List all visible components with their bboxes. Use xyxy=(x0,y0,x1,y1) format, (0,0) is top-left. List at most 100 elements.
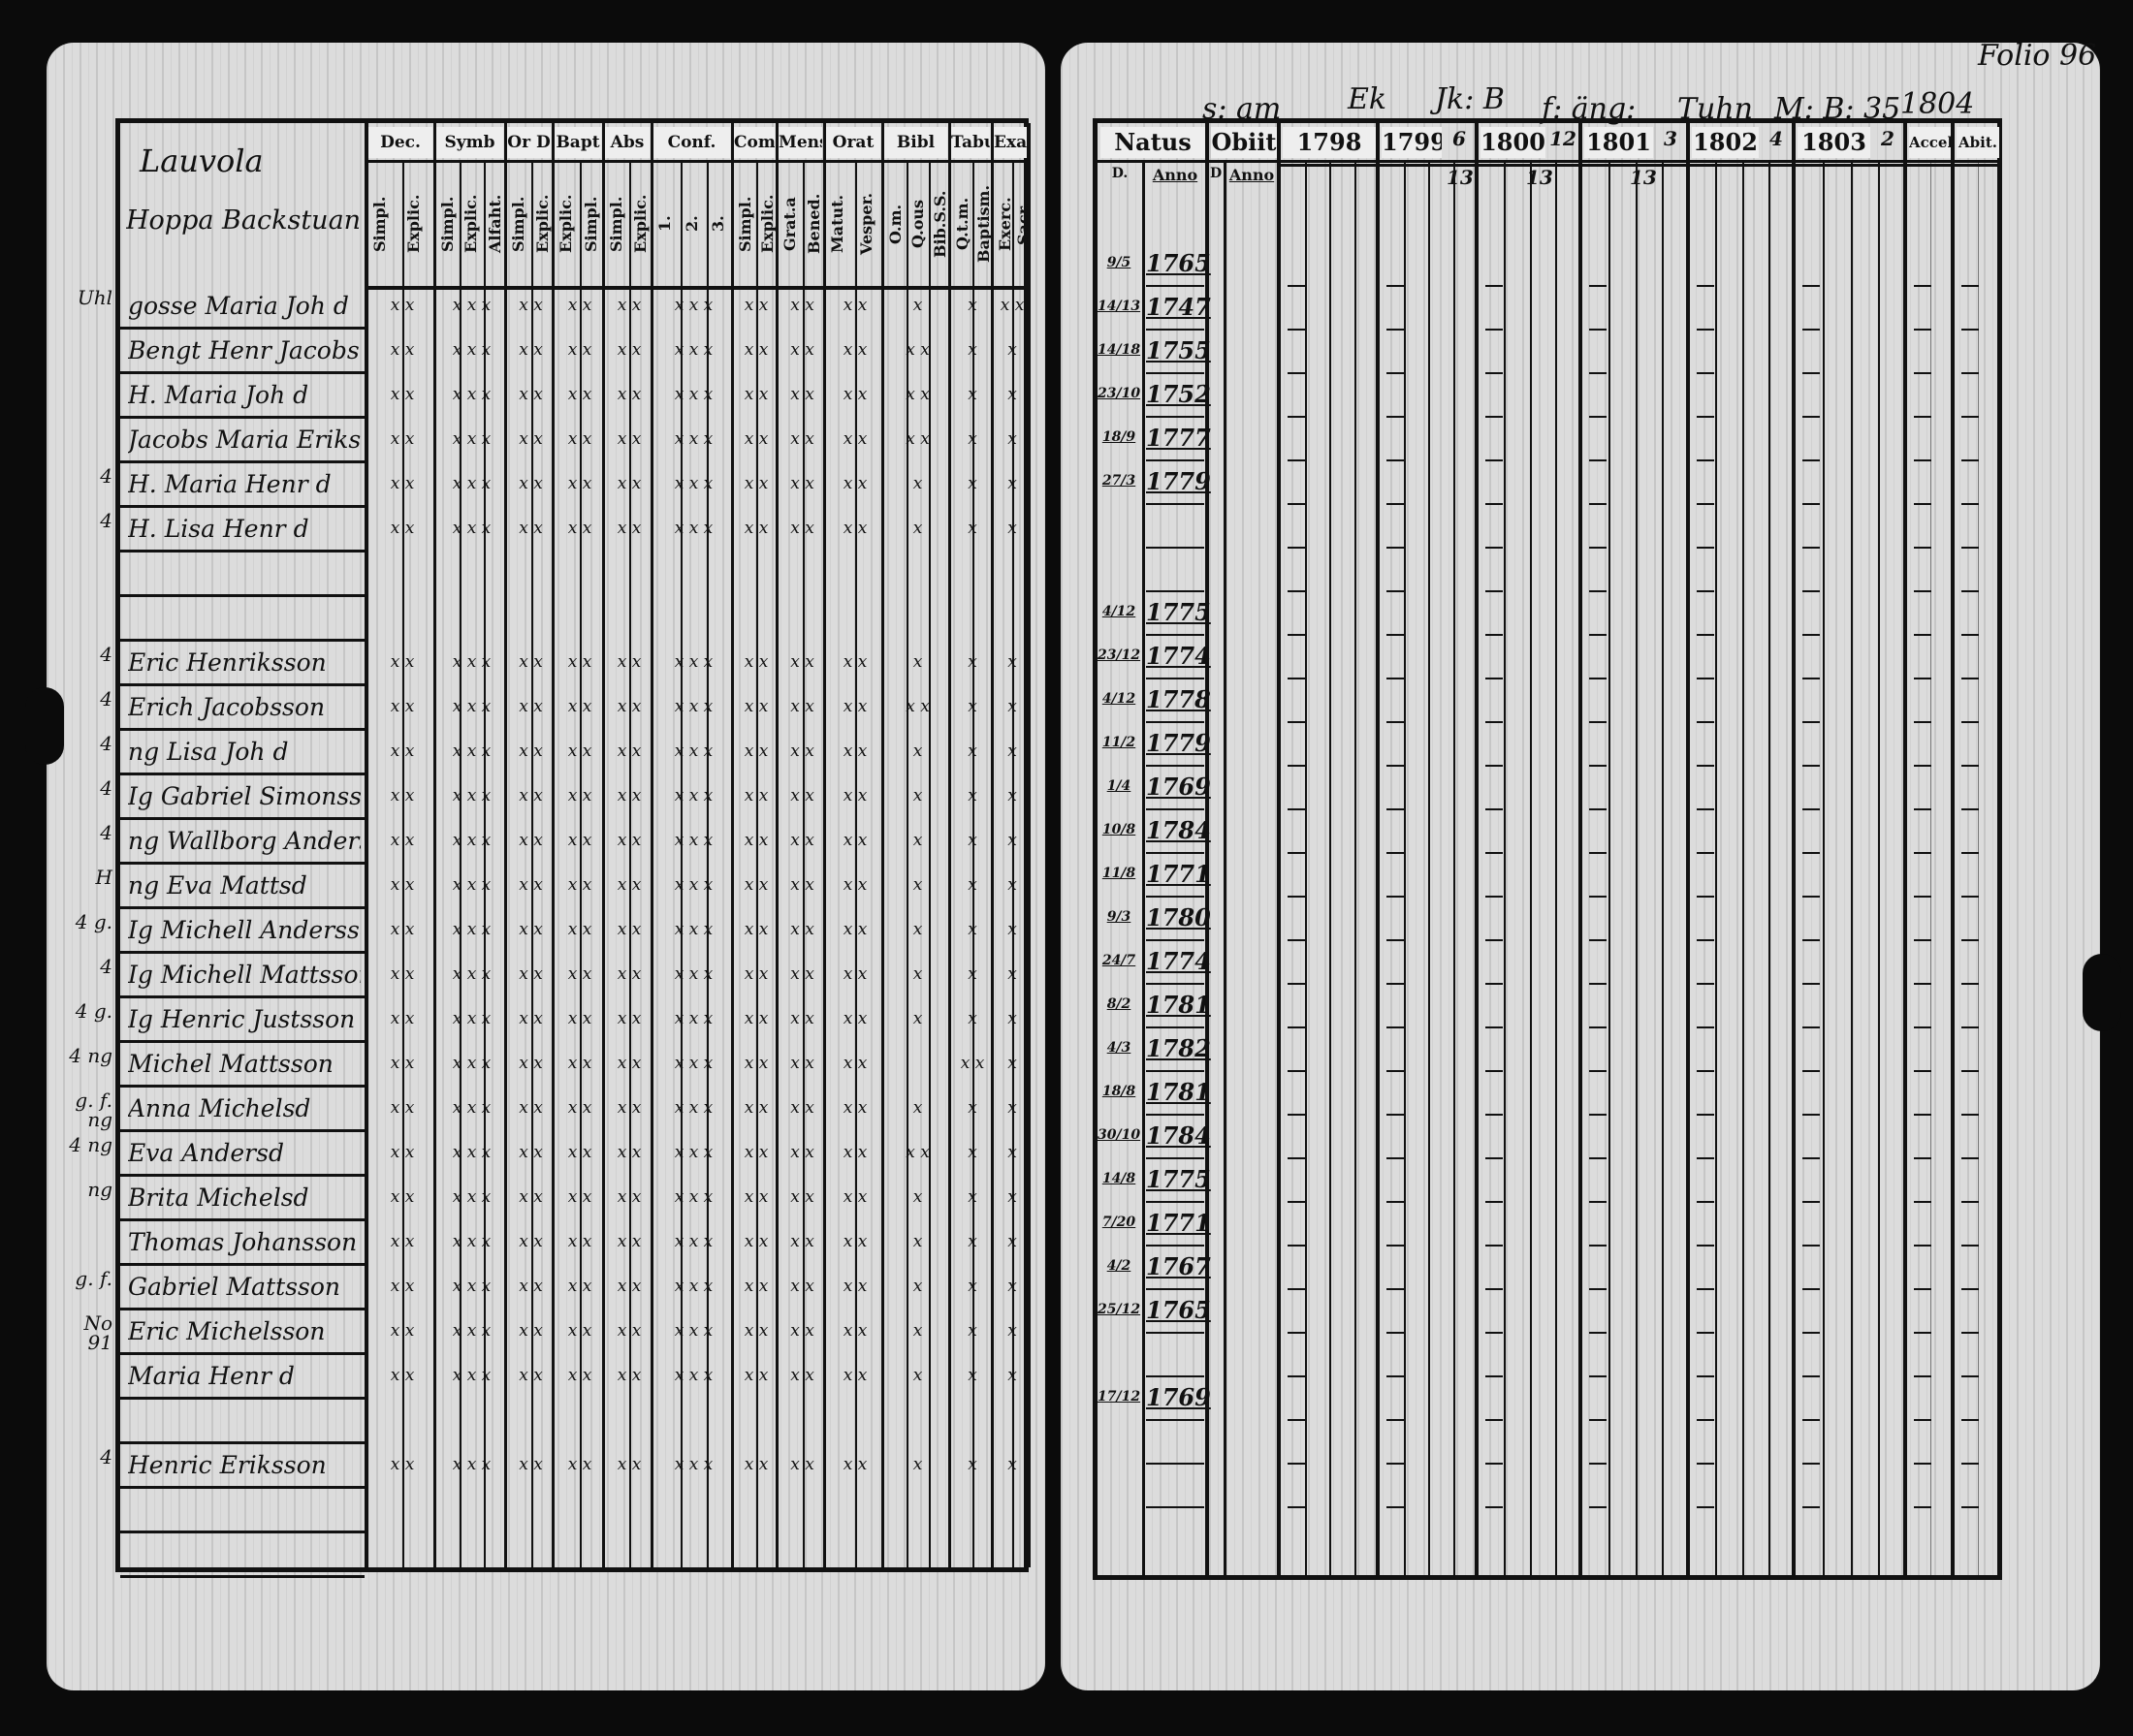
birth-day: 7/20 xyxy=(1101,1215,1136,1230)
binding-notch xyxy=(2083,954,2121,1031)
birth-day: 4/12 xyxy=(1101,691,1136,707)
mark: x x x xyxy=(452,1321,492,1341)
mark: x x xyxy=(519,786,543,805)
mark: x x xyxy=(790,429,814,449)
row-tick xyxy=(1961,1026,1979,1028)
row-tick xyxy=(1146,1070,1204,1072)
subcolumn-header: 1. xyxy=(655,215,674,233)
row-tick xyxy=(1146,1375,1204,1377)
row-tick xyxy=(1485,1288,1503,1290)
mark: x x xyxy=(519,1143,543,1162)
mark: x x xyxy=(519,964,543,984)
row-tick xyxy=(1485,939,1503,941)
row-tick xyxy=(1288,1506,1305,1508)
mark: x x xyxy=(843,474,868,493)
column-rule xyxy=(1903,123,1907,1575)
row-tick xyxy=(1697,1332,1714,1334)
mark: x x x xyxy=(674,1277,714,1296)
row-tick xyxy=(1961,896,1979,898)
row-tick xyxy=(1288,896,1305,898)
birth-year: 1769 xyxy=(1146,1383,1211,1411)
row-tick xyxy=(1485,1419,1503,1421)
row-tick xyxy=(1961,721,1979,723)
row-tick xyxy=(1589,590,1607,592)
row-tick xyxy=(1485,1070,1503,1072)
mark: x x xyxy=(843,920,868,939)
group-header: Com D xyxy=(734,127,775,158)
row-tick xyxy=(1386,808,1404,810)
mark: x x xyxy=(390,1321,415,1341)
row-rule xyxy=(120,862,365,865)
top-note: Tuhn xyxy=(1677,92,1753,126)
mark: x x xyxy=(567,1232,592,1251)
column-rule xyxy=(1376,123,1380,1575)
row-tick xyxy=(1386,547,1404,549)
row-tick xyxy=(1288,590,1305,592)
row-rule xyxy=(120,371,365,374)
person-name: H. Maria Joh d xyxy=(128,381,309,409)
row-tick xyxy=(1146,1288,1204,1290)
row-tick xyxy=(1589,983,1607,985)
mark: x x x xyxy=(452,519,492,538)
row-tick xyxy=(1485,503,1503,505)
person-name: Erich Jacobsson xyxy=(128,693,326,721)
mark: x xyxy=(968,964,977,984)
row-tick xyxy=(1914,1070,1931,1072)
mark: x x xyxy=(790,742,814,761)
mark: x x xyxy=(843,385,868,404)
mark: x x xyxy=(390,1054,415,1073)
subcolumn-rule xyxy=(1329,160,1331,1575)
row-tick xyxy=(1802,1375,1820,1377)
birth-year: 1752 xyxy=(1146,380,1211,408)
top-note: Ek xyxy=(1348,82,1387,116)
birth-year: 1778 xyxy=(1146,685,1211,713)
mark: x xyxy=(968,875,977,895)
row-tick xyxy=(1485,372,1503,374)
mark: x x xyxy=(906,1143,930,1162)
column-header: 1800 xyxy=(1480,127,1545,158)
row-tick xyxy=(1914,634,1931,636)
row-tick xyxy=(1288,1157,1305,1159)
row-tick xyxy=(1697,590,1714,592)
row-rule xyxy=(120,550,365,552)
row-rule xyxy=(120,594,365,597)
mark: x xyxy=(968,652,977,672)
mark: x x xyxy=(617,474,642,493)
mark: x xyxy=(1007,340,1017,360)
row-rule xyxy=(120,1129,365,1132)
row-tick xyxy=(1961,372,1979,374)
subcolumn-rule xyxy=(1850,160,1853,1575)
birth-year: 1777 xyxy=(1146,424,1211,452)
group-header: Or D xyxy=(507,127,551,158)
row-rule xyxy=(120,906,365,909)
row-tick xyxy=(1914,765,1931,767)
birth-year: 1775 xyxy=(1146,1165,1211,1193)
mark: x xyxy=(968,1321,977,1341)
subcolumn-rule xyxy=(1503,160,1506,1575)
column-rule xyxy=(1475,123,1479,1575)
mark: x x xyxy=(744,1321,769,1341)
mark: x x xyxy=(567,652,592,672)
row-tick xyxy=(1961,459,1979,461)
mark: x x xyxy=(843,1009,868,1028)
row-tick xyxy=(1485,547,1503,549)
margin-note: 4 xyxy=(100,955,112,978)
mark: x xyxy=(912,652,923,672)
row-tick xyxy=(1146,808,1204,810)
person-name: Eric Henriksson xyxy=(128,648,327,677)
mark: x x xyxy=(519,1277,543,1296)
row-tick xyxy=(1146,1026,1204,1028)
mark: x xyxy=(968,519,977,538)
subcolumn-header: Simpl. xyxy=(509,196,527,252)
mark: x x xyxy=(567,831,592,850)
row-tick xyxy=(1386,983,1404,985)
birth-day: 23/10 xyxy=(1098,386,1141,401)
row-tick xyxy=(1914,416,1931,418)
mark: x xyxy=(1007,519,1017,538)
row-tick xyxy=(1961,983,1979,985)
row-rule xyxy=(120,995,365,998)
mark: x x xyxy=(744,1455,769,1474)
mark: x x x xyxy=(452,875,492,895)
row-rule xyxy=(120,1218,365,1221)
column-rule xyxy=(602,123,605,1567)
